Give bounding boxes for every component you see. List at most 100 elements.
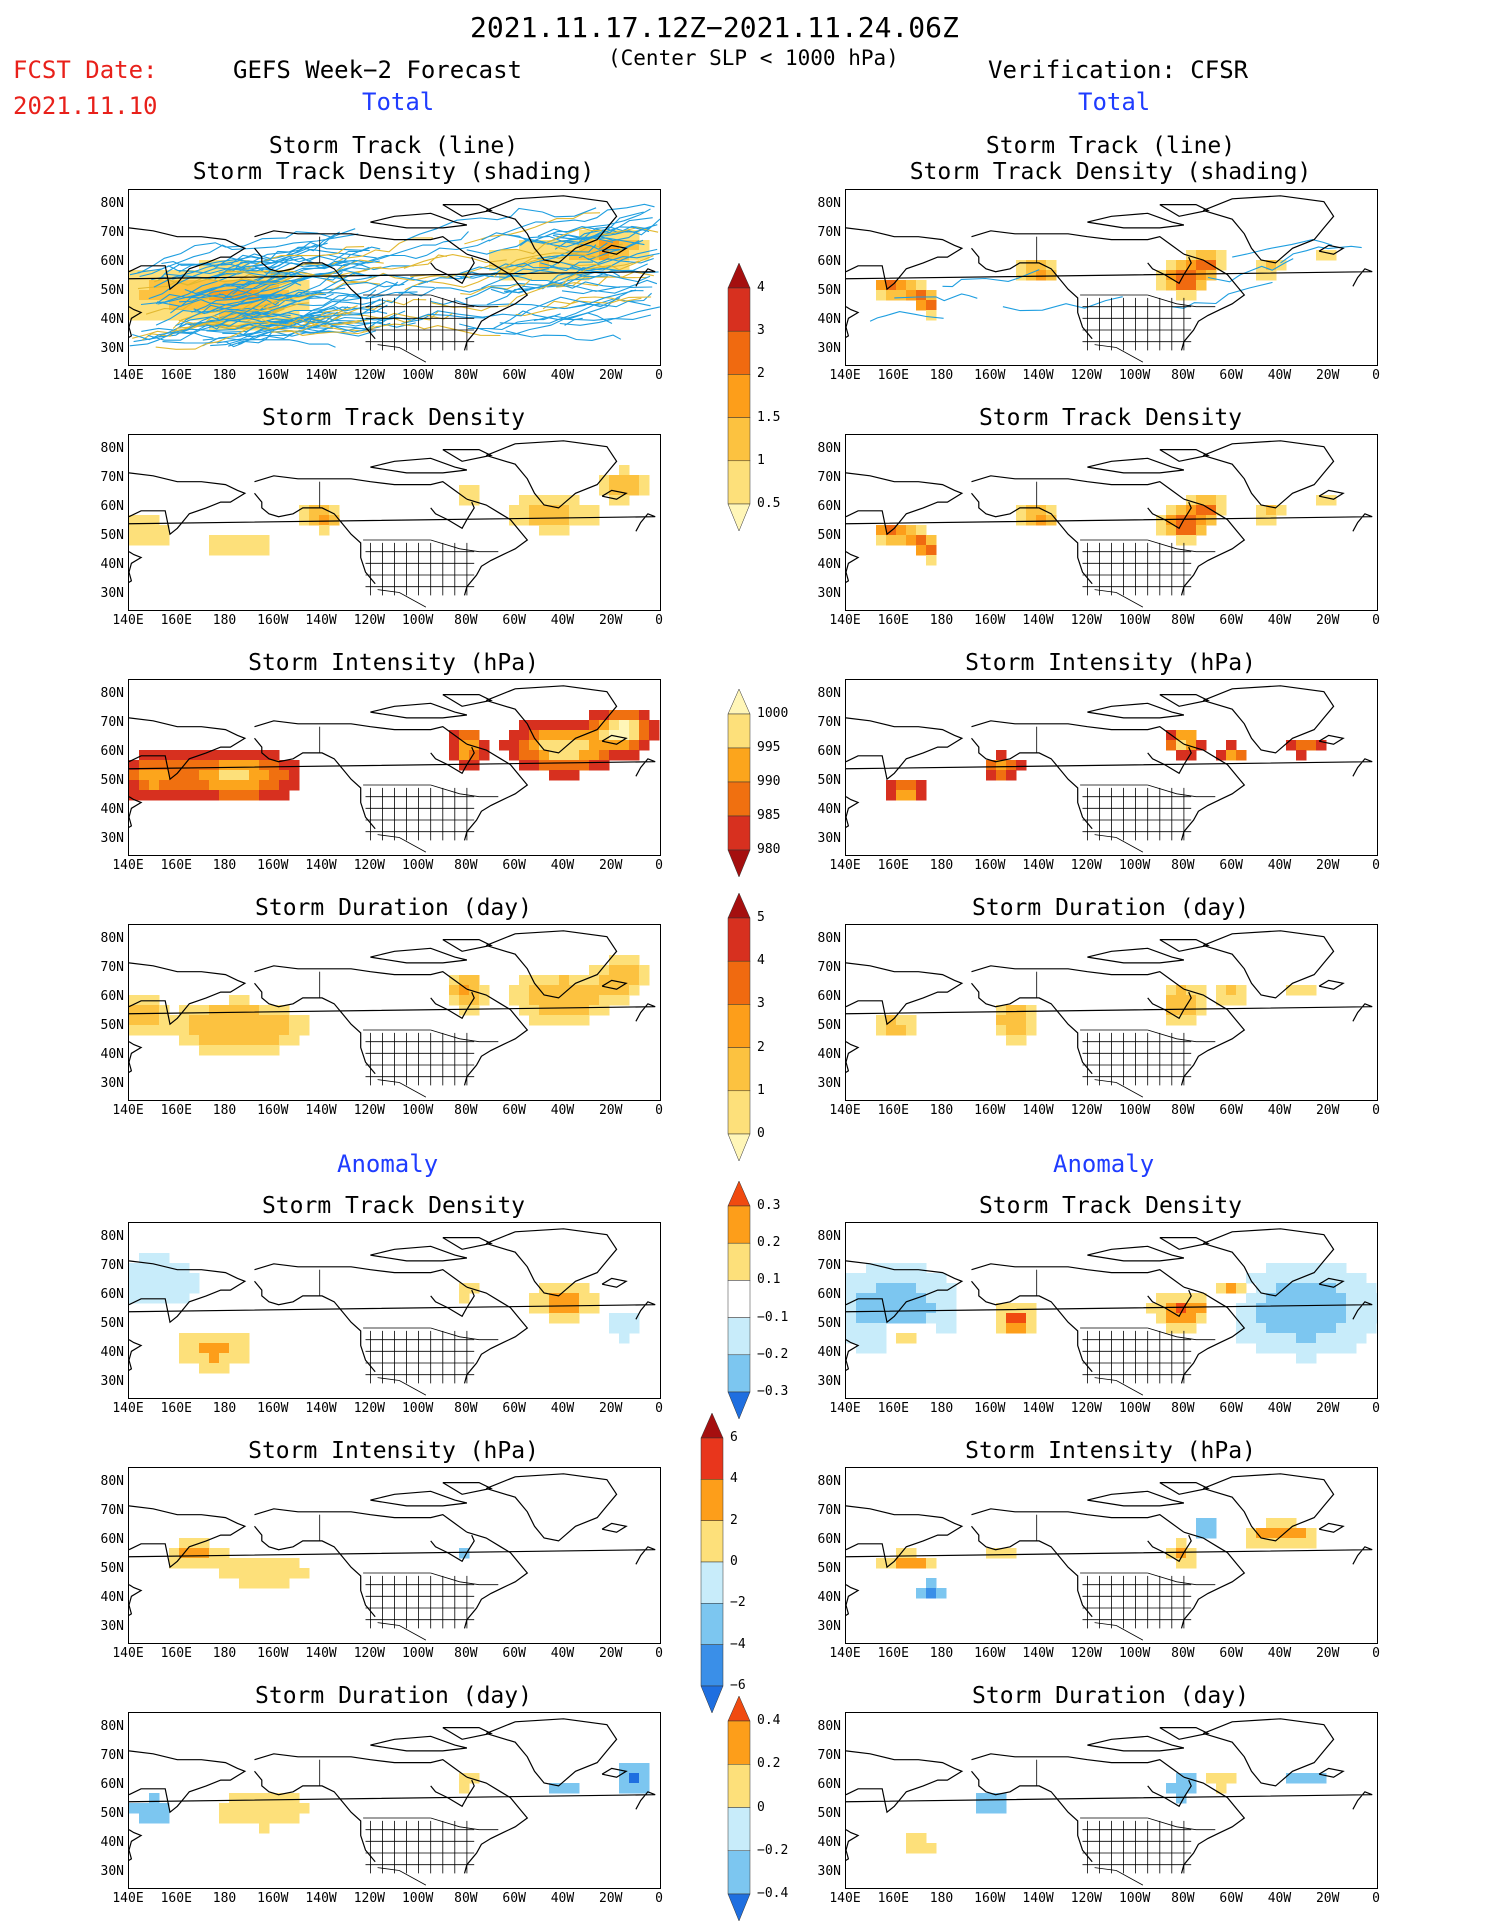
heat-cell xyxy=(469,1283,480,1294)
coastline xyxy=(129,1041,143,1074)
colorbar-swatch xyxy=(727,262,751,289)
heat-cell xyxy=(1346,1273,1357,1284)
lon-tick-label: 20W xyxy=(598,1891,623,1906)
storm-track-line xyxy=(153,242,328,288)
heat-cell xyxy=(279,1803,290,1814)
heat-cell xyxy=(1306,1538,1317,1549)
coastline xyxy=(846,1829,860,1862)
heat-cell xyxy=(569,1293,580,1304)
lon-tick-label: 80W xyxy=(454,368,478,383)
colorbar-swatch xyxy=(727,849,751,878)
coastline xyxy=(971,965,1185,990)
heat-cell xyxy=(269,1025,280,1036)
heat-cell xyxy=(239,1045,250,1056)
heat-cell xyxy=(539,985,550,996)
lat-tick-label: 40N xyxy=(817,802,841,818)
heat-cell xyxy=(886,1293,897,1304)
lat-tick-label: 80N xyxy=(817,195,841,211)
heat-cell xyxy=(209,545,220,556)
heat-cell xyxy=(1226,750,1237,761)
heat-cell xyxy=(1186,750,1197,761)
heat-cell xyxy=(866,1263,877,1274)
coastline xyxy=(846,717,964,781)
heat-cell xyxy=(149,790,160,801)
heat-cell xyxy=(229,1343,240,1354)
heat-cell xyxy=(926,1843,937,1854)
heat-cell xyxy=(1186,525,1197,536)
heat-cell xyxy=(1246,1303,1257,1314)
heat-cell xyxy=(896,1293,907,1304)
coastline xyxy=(129,1829,143,1862)
coastline xyxy=(1147,1779,1192,1808)
heat-cell xyxy=(1176,525,1187,536)
heat-cell xyxy=(1206,515,1217,526)
heat-cell xyxy=(459,1283,470,1294)
coastline xyxy=(971,492,1093,585)
heat-cell xyxy=(269,780,280,791)
lon-tick-label: 100W xyxy=(1118,1646,1151,1661)
heat-cell xyxy=(239,750,250,761)
heat-cell xyxy=(1026,1303,1037,1314)
storm-track-line xyxy=(515,296,642,317)
heat-cell xyxy=(159,760,170,771)
heat-cell xyxy=(926,290,937,301)
coastline xyxy=(430,1289,475,1318)
heat-cell xyxy=(129,770,140,781)
coastline xyxy=(129,306,143,339)
heat-cell xyxy=(129,1025,140,1036)
lon-tick-label: 160W xyxy=(257,1891,289,1906)
heat-cell xyxy=(916,780,927,791)
heat-cell xyxy=(1246,1273,1257,1284)
heat-cell xyxy=(1336,1333,1347,1344)
lat-tick-label: 60N xyxy=(817,988,841,1004)
heat-cell xyxy=(639,740,650,751)
heat-cell xyxy=(159,1803,170,1814)
heat-cell xyxy=(179,1343,190,1354)
heat-cell xyxy=(219,1015,230,1026)
coastline xyxy=(254,1525,376,1618)
heat-cell xyxy=(249,280,260,291)
heat-cell xyxy=(609,750,620,761)
colorbar-density_anom xyxy=(727,1180,751,1420)
storm-track-line xyxy=(148,256,292,300)
heat-cell xyxy=(1316,1773,1327,1784)
coastline xyxy=(601,489,628,500)
heat-cell xyxy=(249,760,260,771)
political-border xyxy=(377,344,427,363)
heat-cell xyxy=(299,1803,310,1814)
coastline xyxy=(485,1473,618,1542)
heat-cell xyxy=(269,770,280,781)
coastline xyxy=(430,501,475,530)
coastline xyxy=(846,1301,1373,1320)
heat-cell xyxy=(1296,1333,1307,1344)
colorbar-label: 980 xyxy=(757,842,781,857)
heat-cell xyxy=(1196,505,1207,516)
storm-track-line xyxy=(1207,258,1294,283)
heat-cell xyxy=(629,1783,640,1794)
lon-tick-label: 160W xyxy=(974,368,1006,383)
lat-tick-label: 40N xyxy=(100,1835,124,1851)
lat-tick-label: 80N xyxy=(817,1228,841,1244)
heat-cell xyxy=(169,1025,180,1036)
lon-tick-label: 20W xyxy=(598,1401,623,1416)
heat-cell xyxy=(1046,515,1057,526)
heat-cell xyxy=(1216,1773,1227,1784)
coastline xyxy=(129,1584,143,1617)
lat-tick-label: 50N xyxy=(100,1316,124,1332)
lon-tick-label: 140W xyxy=(305,613,337,628)
heat-cell xyxy=(619,250,630,261)
lon-tick-label: 160W xyxy=(974,1103,1006,1118)
heat-cell xyxy=(1276,1518,1287,1529)
lon-tick-label: 140W xyxy=(1022,368,1054,383)
heat-cell xyxy=(559,515,570,526)
storm-track-line xyxy=(537,208,651,237)
colorbar-swatch xyxy=(727,417,751,462)
heat-cell xyxy=(549,730,560,741)
heat-cell xyxy=(1336,1313,1347,1324)
heat-cell xyxy=(936,1283,947,1294)
heat-cell xyxy=(1166,1303,1177,1314)
heat-cell xyxy=(629,475,640,486)
heat-cell xyxy=(159,1273,170,1284)
storm-track-line xyxy=(398,282,542,297)
heat-cell xyxy=(1306,1273,1317,1284)
